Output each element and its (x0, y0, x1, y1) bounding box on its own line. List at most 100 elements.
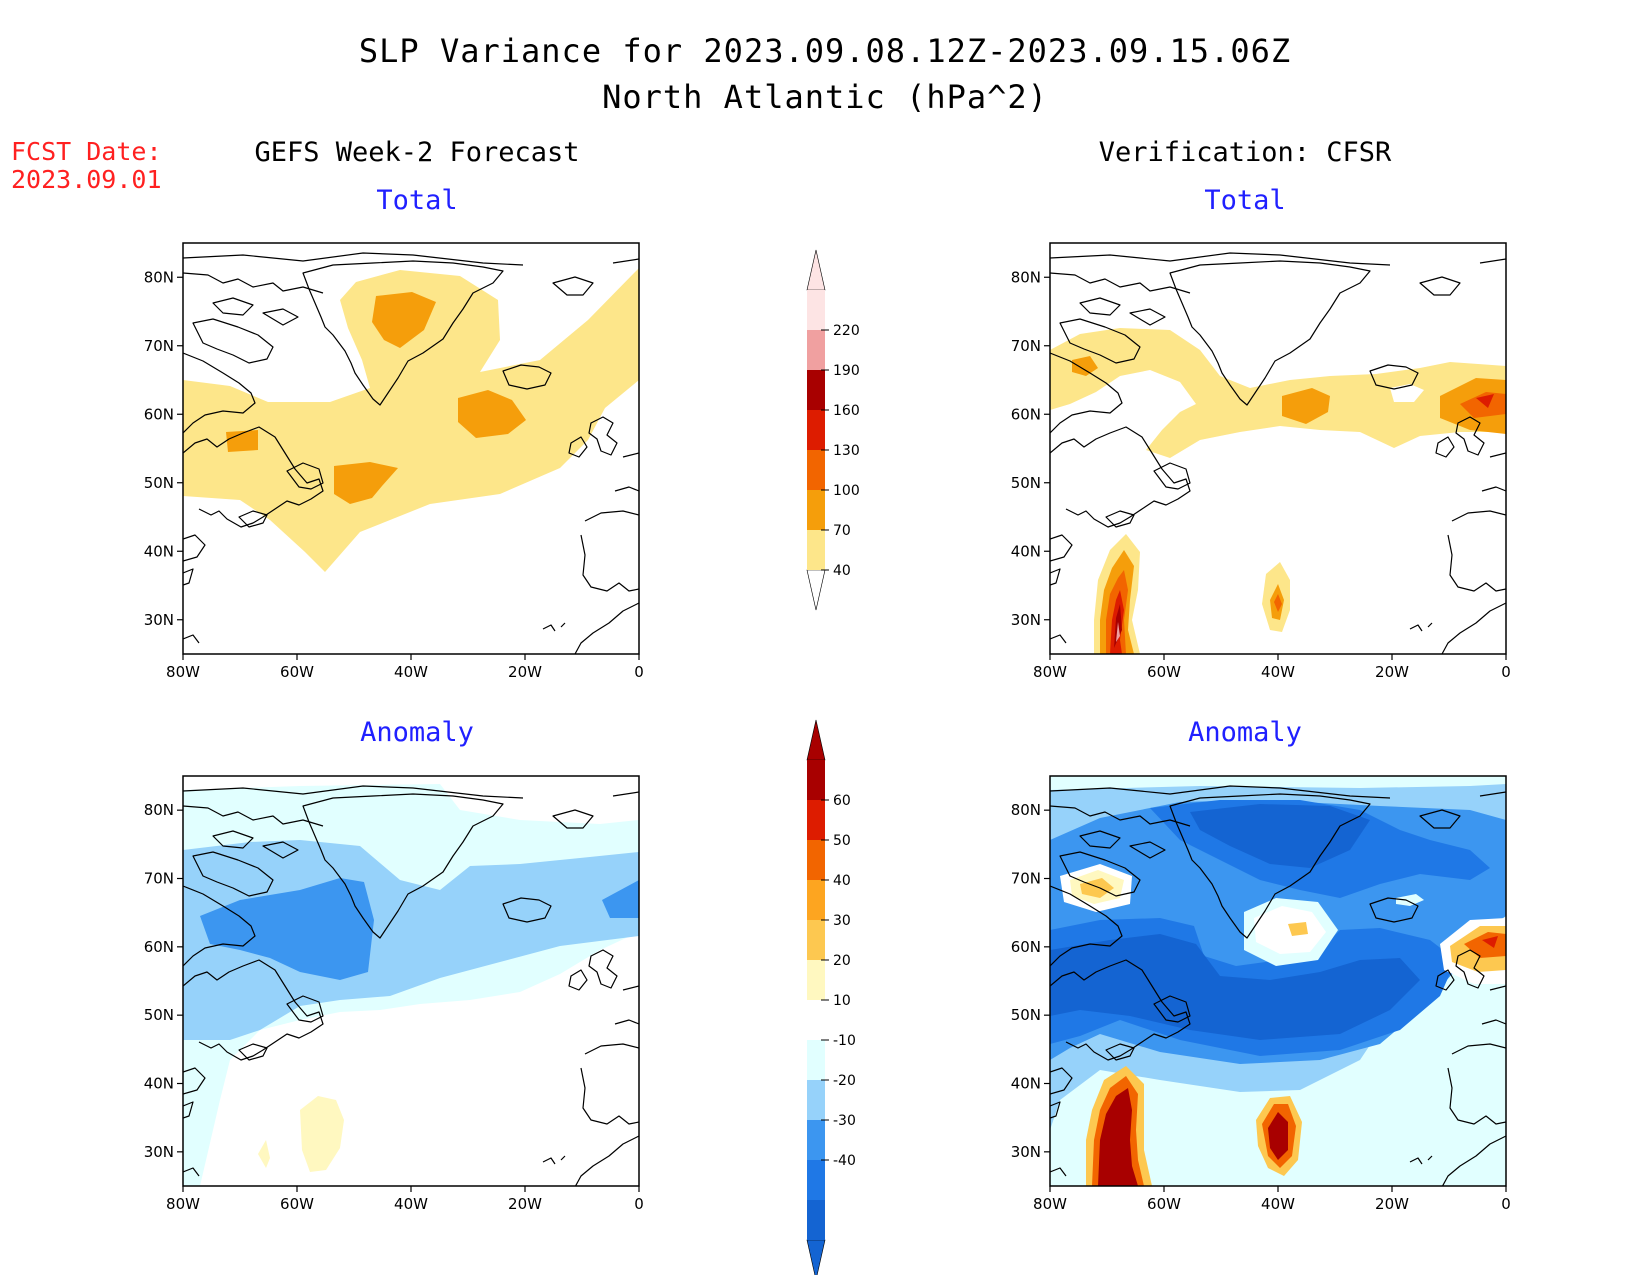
colorbar-anomaly-tick-label: -30 (833, 1113, 856, 1129)
bottom-right-lat-label-70N: 70N (1011, 870, 1041, 888)
colorbar-total-segment (807, 410, 825, 450)
forecast-date-block: FCST Date: 2023.09.01 (11, 138, 162, 194)
top-left-lat-label-40N: 40N (144, 542, 174, 560)
right-column-title: Verification: CFSR (1098, 137, 1392, 168)
cfsr-total-darkorange-east (1460, 392, 1506, 418)
colorbar-anomaly-tick-label: 20 (833, 953, 851, 969)
bottom-right-lon-label-20W: 20W (1375, 1195, 1409, 1213)
colorbar-total-segment (807, 370, 825, 410)
bottom-left-lon-label-20W: 20W (508, 1195, 542, 1213)
colorbar-total: 220 190 160 130 100 70 40 (806, 249, 860, 611)
top-left-lat-label-50N: 50N (144, 474, 174, 492)
colorbar-anomaly-segment (807, 920, 825, 960)
top-right-lon-label-40W: 40W (1261, 663, 1295, 681)
colorbar-total-segment (807, 330, 825, 370)
colorbar-total-tick-label: 190 (833, 363, 860, 379)
cfsr-anom-yellow-greenland (1288, 922, 1308, 936)
cfsr-total-orange-mid (1282, 388, 1330, 424)
bottom-right-lat-label-80N: 80N (1011, 801, 1041, 819)
bottom-right-lon-label-40W: 40W (1261, 1195, 1295, 1213)
gefs-anom-pale-yellow-2 (258, 1140, 270, 1168)
colorbar-anomaly-tick-label: 50 (833, 833, 851, 849)
left-column-title: GEFS Week-2 Forecast (254, 137, 580, 168)
gefs-total-yellow-region (183, 268, 639, 572)
top-left-lon-label-40W: 40W (394, 663, 428, 681)
gefs-anom-pale-yellow-1 (300, 1096, 344, 1172)
colorbar-total-segment (807, 530, 825, 570)
top-left-lat-label-70N: 70N (144, 337, 174, 355)
top-right-lat-label-50N: 50N (1011, 474, 1041, 492)
bottom-left-lon-label-60W: 60W (280, 1195, 314, 1213)
cfsr-anom-darkred-plume-west (1098, 1088, 1138, 1186)
colorbar-anomaly: 60 50 40 30 20 10 -10 -20 -30 -40 (806, 719, 856, 1275)
top-left-lat-label-80N: 80N (144, 268, 174, 286)
bottom-right-lat-label-60N: 60N (1011, 938, 1041, 956)
colorbar-anomaly-segment (807, 880, 825, 920)
bottom-left-lat-label-40N: 40N (144, 1075, 174, 1093)
colorbar-anomaly-bottom-arrow (806, 1239, 826, 1275)
colorbar-anomaly-segment (807, 1080, 825, 1120)
bottom-left-lon-label-40W: 40W (394, 1195, 428, 1213)
top-right-lat-label-60N: 60N (1011, 405, 1041, 423)
colorbar-total-tick-label: 40 (833, 563, 851, 579)
top-right-subtitle: Total (1204, 185, 1286, 216)
colorbar-anomaly-segment (807, 840, 825, 880)
colorbar-total-segment (807, 290, 825, 330)
top-left-lat-label-30N: 30N (144, 611, 174, 629)
bottom-right-lon-label-80W: 80W (1033, 1195, 1067, 1213)
colorbar-anomaly-segment (807, 960, 825, 1000)
colorbar-anomaly-tick-label: -20 (833, 1073, 856, 1089)
colorbar-total-segment (807, 450, 825, 490)
cfsr-anom-darkblue-south (1050, 934, 1420, 1040)
colorbar-anomaly-tick-label: 30 (833, 913, 851, 929)
bottom-right-lat-label-40N: 40N (1011, 1075, 1041, 1093)
forecast-date-label: FCST Date: (11, 137, 162, 166)
bottom-left-lat-label-30N: 30N (144, 1143, 174, 1161)
colorbar-anomaly-tick-label: 10 (833, 993, 851, 1009)
bottom-right-lat-label-50N: 50N (1011, 1006, 1041, 1024)
colorbar-anomaly-segment (807, 760, 825, 800)
top-right-lat-label-40N: 40N (1011, 542, 1041, 560)
axes-layer: 80N 70N 60N 50N 40N 30N 80W 60W 40W 20W 0 80N 70N 60N… (144, 268, 1511, 1213)
bottom-right-lon-label-60W: 60W (1147, 1195, 1181, 1213)
colorbar-total-top-arrow (806, 249, 826, 291)
colorbar-total-tick-label: 100 (833, 483, 860, 499)
cfsr-total-darkorange-plume-east (1274, 594, 1282, 612)
bottom-left-lat-label-50N: 50N (144, 1006, 174, 1024)
bottom-left-lon-label-0: 0 (634, 1195, 644, 1213)
top-right-lon-label-0: 0 (1501, 663, 1511, 681)
gefs-anom-lightblue (183, 840, 639, 1040)
top-right-lat-label-70N: 70N (1011, 337, 1041, 355)
map-cfsr-anomaly (1049, 775, 1507, 1187)
cfsr-anom-darkred-plume-east (1268, 1112, 1288, 1160)
top-left-subtitle: Total (376, 185, 458, 216)
gefs-total-orange-newfoundland (334, 462, 398, 504)
bottom-left-lon-label-80W: 80W (166, 1195, 200, 1213)
bottom-left-lat-label-60N: 60N (144, 938, 174, 956)
top-right-lon-label-80W: 80W (1033, 663, 1067, 681)
gefs-total-orange-labrador (226, 430, 258, 452)
colorbar-anomaly-tick-label: -10 (833, 1033, 856, 1049)
cfsr-total-pink-plume-west (1116, 622, 1120, 642)
cfsr-total-yellow-north (1050, 328, 1506, 458)
colorbar-anomaly-tick-label: 60 (833, 793, 851, 809)
top-left-lon-label-0: 0 (634, 663, 644, 681)
map-gefs-total (182, 242, 640, 655)
gefs-anom-midblue (200, 878, 374, 980)
gefs-total-orange-southiceland (458, 390, 526, 438)
colorbar-total-tick-label: 160 (833, 403, 860, 419)
top-right-lon-label-20W: 20W (1375, 663, 1409, 681)
colorbar-total-tick-label: 130 (833, 443, 860, 459)
bottom-left-subtitle: Anomaly (360, 717, 474, 748)
colorbar-anomaly-tick-label: 40 (833, 873, 851, 889)
bottom-left-lat-label-80N: 80N (144, 801, 174, 819)
top-left-lat-label-60N: 60N (144, 405, 174, 423)
cfsr-anom-darkblue-north (1190, 804, 1370, 868)
main-subtitle: North Atlantic (hPa^2) (602, 78, 1048, 116)
colorbar-anomaly-segment (807, 1160, 825, 1200)
gefs-anom-midblue-east (602, 880, 639, 918)
main-title: SLP Variance for 2023.09.08.12Z-2023.09.… (358, 32, 1292, 70)
colorbar-anomaly-top-arrow (806, 719, 826, 761)
bottom-right-lat-label-30N: 30N (1011, 1143, 1041, 1161)
forecast-date-value: 2023.09.01 (11, 165, 162, 194)
